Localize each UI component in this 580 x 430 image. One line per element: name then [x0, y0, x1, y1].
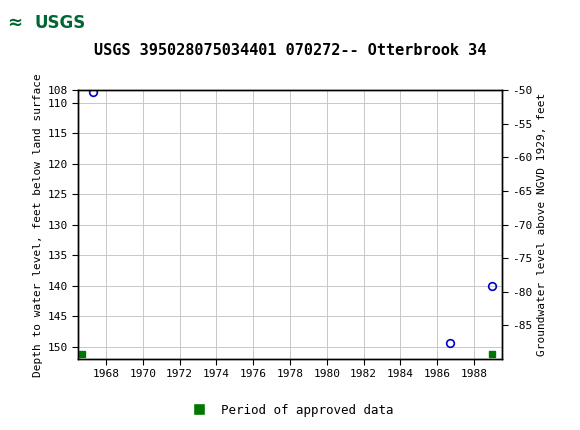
Text: USGS: USGS: [35, 14, 86, 32]
Text: USGS 395028075034401 070272-- Otterbrook 34: USGS 395028075034401 070272-- Otterbrook…: [94, 43, 486, 58]
FancyBboxPatch shape: [5, 4, 95, 43]
Legend: Period of approved data: Period of approved data: [181, 399, 399, 421]
Y-axis label: Depth to water level, feet below land surface: Depth to water level, feet below land su…: [34, 73, 44, 377]
Y-axis label: Groundwater level above NGVD 1929, feet: Groundwater level above NGVD 1929, feet: [536, 93, 546, 356]
Text: ≈: ≈: [8, 14, 23, 32]
